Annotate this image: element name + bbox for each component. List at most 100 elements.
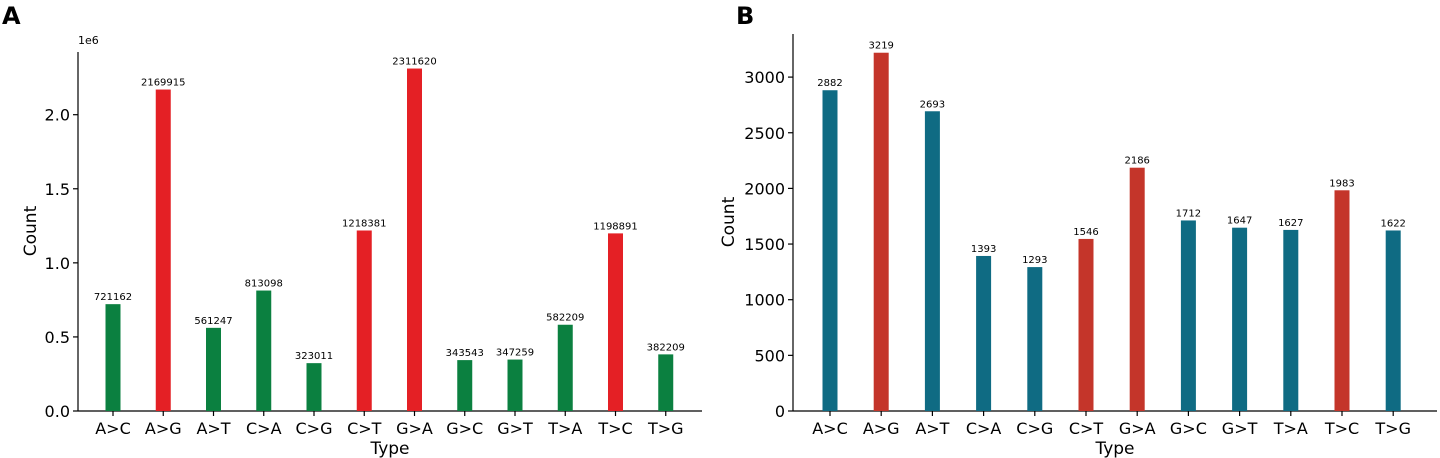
x-tick-label-a-8: G>T (497, 419, 533, 438)
y-ticks-a: 0.0 0.5 1.0 1.5 2.0 (45, 106, 78, 421)
value-label-a-10: 1198891 (593, 221, 638, 232)
panel-a: A 1e6 0.0 0.5 1.0 1.5 2.0 721162 2169915 56124… (2, 2, 702, 458)
y-tick-label-a: 1.0 (45, 254, 70, 273)
bar-b-6 (1129, 167, 1145, 411)
bar-a-3 (256, 290, 272, 411)
x-tick-label-b-10: T>C (1324, 419, 1359, 438)
x-tick-label-b-5: C>T (1069, 419, 1104, 438)
bar-a-10 (608, 233, 623, 411)
panel-label-b: B (736, 2, 754, 30)
value-label-b-8: 1647 (1227, 216, 1252, 227)
x-tick-label-a-5: C>T (347, 419, 382, 438)
bar-a-7 (457, 360, 473, 411)
value-label-b-3: 1393 (971, 244, 996, 255)
y-tick-label-a: 0.0 (45, 402, 70, 421)
value-label-b-11: 1622 (1380, 218, 1405, 229)
x-tick-label-a-11: T>G (647, 419, 684, 438)
value-label-a-11: 382209 (647, 342, 685, 353)
bar-b-10 (1334, 190, 1350, 411)
bars-a: 721162 2169915 561247 813098 323011 1218381 23… (94, 57, 685, 411)
bar-a-11 (658, 354, 674, 411)
y-tick-label-b: 2000 (744, 179, 785, 198)
value-label-a-9: 582209 (546, 313, 584, 324)
value-label-a-2: 561247 (194, 316, 232, 327)
x-axis-label-a: Type (369, 439, 409, 458)
y-tick-label-b: 1500 (744, 235, 785, 254)
value-label-b-10: 1983 (1329, 178, 1354, 189)
x-ticks-a: A>C A>G A>T C>A C>G C>T G>A G>C G>T T>A T>C T>G (95, 411, 684, 438)
bar-a-0 (105, 304, 121, 411)
x-tick-label-b-6: G>A (1119, 419, 1156, 438)
y-tick-label-b: 2500 (744, 124, 785, 143)
value-label-b-7: 1712 (1176, 208, 1201, 219)
value-label-a-0: 721162 (94, 292, 132, 303)
x-tick-label-a-9: T>A (547, 419, 582, 438)
x-tick-label-a-1: A>G (145, 419, 182, 438)
bar-b-8 (1232, 227, 1248, 411)
y-tick-label-b: 500 (754, 346, 785, 365)
x-tick-label-a-6: G>A (396, 419, 433, 438)
x-tick-label-a-0: A>C (95, 419, 131, 438)
bar-a-1 (155, 89, 171, 411)
x-tick-label-b-7: G>C (1170, 419, 1207, 438)
bar-a-9 (557, 324, 573, 411)
value-label-a-1: 2169915 (141, 78, 186, 89)
y-tick-label-b: 0 (775, 402, 785, 421)
bar-b-0 (822, 90, 838, 411)
x-tick-label-a-4: C>G (296, 419, 333, 438)
x-tick-label-b-1: A>G (863, 419, 900, 438)
y-tick-label-a: 2.0 (45, 106, 70, 125)
bar-b-5 (1078, 238, 1094, 411)
x-tick-label-b-4: C>G (1016, 419, 1053, 438)
value-label-b-6: 2186 (1124, 156, 1149, 167)
x-tick-label-a-7: G>C (446, 419, 483, 438)
offset-label-a: 1e6 (78, 34, 99, 47)
panel-label-a: A (2, 2, 21, 30)
panel-b: B 0 500 1000 1500 2000 2500 3000 2882 3219 2693 1… (719, 2, 1437, 458)
value-label-b-0: 2882 (817, 78, 842, 89)
value-label-b-2: 2693 (920, 99, 945, 110)
value-label-a-3: 813098 (245, 279, 283, 290)
bar-b-4 (1027, 267, 1043, 411)
value-label-b-4: 1293 (1022, 255, 1047, 266)
y-tick-label-b: 1000 (744, 291, 785, 310)
bar-a-5 (356, 230, 372, 411)
value-label-a-6: 2311620 (392, 57, 437, 68)
bar-b-11 (1385, 230, 1401, 411)
x-tick-label-b-11: T>G (1374, 419, 1411, 438)
bar-b-1 (873, 52, 889, 411)
value-label-b-1: 3219 (868, 41, 893, 52)
y-ticks-b: 0 500 1000 1500 2000 2500 3000 (744, 68, 793, 421)
x-tick-label-b-0: A>C (812, 419, 848, 438)
y-axis-label-a: Count (21, 205, 41, 256)
x-tick-label-b-2: A>T (915, 419, 949, 438)
x-tick-label-b-9: T>A (1273, 419, 1308, 438)
value-label-a-4: 323011 (295, 351, 333, 362)
y-tick-label-b: 3000 (744, 68, 785, 87)
value-label-a-7: 343543 (446, 348, 484, 359)
x-tick-label-a-3: C>A (246, 419, 282, 438)
value-label-a-5: 1218381 (342, 218, 387, 229)
bars-b: 2882 3219 2693 1393 1293 1546 2186 1712 1647 1627… (817, 41, 1406, 411)
value-label-a-8: 347259 (496, 348, 534, 359)
value-label-b-5: 1546 (1073, 227, 1098, 238)
bar-a-6 (407, 68, 422, 411)
bar-a-4 (306, 363, 322, 411)
x-tick-label-b-8: G>T (1222, 419, 1258, 438)
x-tick-label-a-2: A>T (196, 419, 230, 438)
y-axis-label-b: Count (719, 196, 739, 247)
bar-b-2 (924, 111, 940, 411)
bar-a-8 (507, 359, 523, 411)
bar-a-2 (206, 327, 221, 411)
y-tick-label-a: 1.5 (45, 180, 70, 199)
x-axis-label-b: Type (1094, 439, 1134, 458)
bar-b-9 (1283, 229, 1299, 411)
x-tick-label-b-3: C>A (966, 419, 1002, 438)
x-ticks-b: A>C A>G A>T C>A C>G C>T G>A G>C G>T T>A T>C T>G (812, 411, 1411, 438)
bar-b-7 (1180, 220, 1196, 411)
x-tick-label-a-10: T>C (597, 419, 632, 438)
y-tick-label-a: 0.5 (45, 328, 70, 347)
value-label-b-9: 1627 (1278, 218, 1303, 229)
bar-b-3 (976, 255, 992, 411)
